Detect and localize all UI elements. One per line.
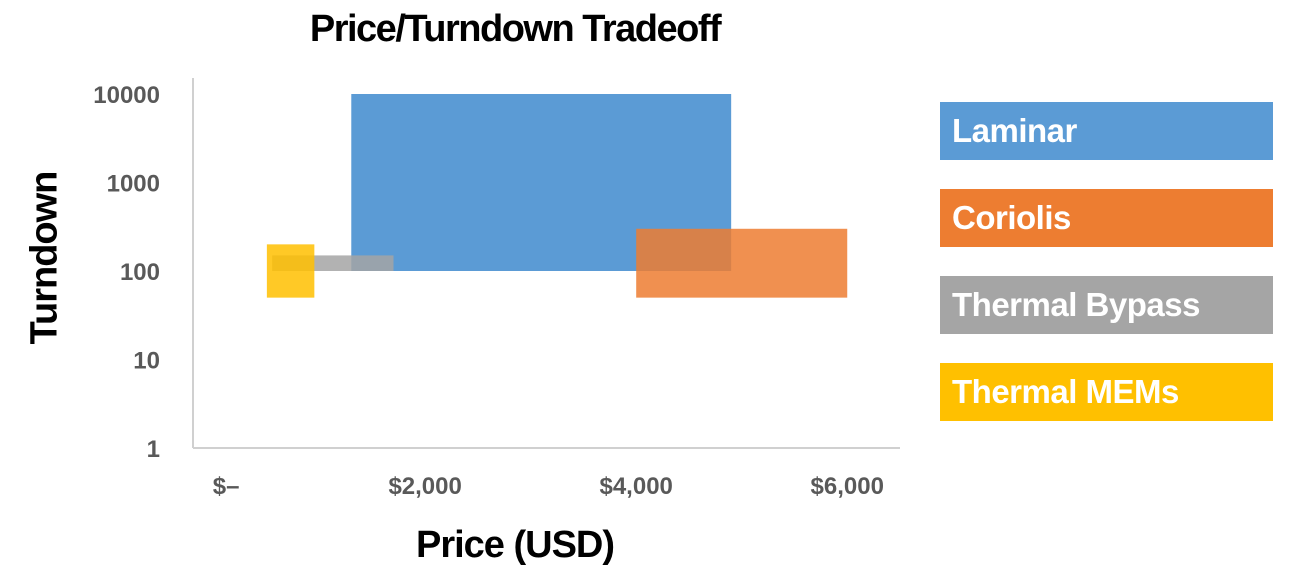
- legend-item-thermal-mems: Thermal MEMs: [940, 363, 1273, 421]
- y-tick-label: 10000: [93, 82, 160, 109]
- x-tick-label: $2,000: [388, 473, 461, 500]
- y-tick-label: 1: [147, 436, 160, 463]
- plot-area: 1 10 100 1000 10000 $– $2,000 $4,000 $6,000: [93, 78, 900, 500]
- legend-item-coriolis: Coriolis: [940, 189, 1273, 247]
- x-axis-label: Price (USD): [415, 524, 615, 566]
- x-tick-label: $4,000: [599, 473, 672, 500]
- legend: Laminar Coriolis Thermal Bypass Thermal MEM…: [940, 102, 1273, 450]
- legend-item-laminar: Laminar: [940, 102, 1273, 160]
- x-tick-label: $6,000: [811, 473, 884, 500]
- chart-title: Price/Turndown Tradeoff: [309, 8, 722, 50]
- y-tick-label: 1000: [107, 171, 160, 198]
- y-tick-label: 100: [120, 259, 160, 286]
- range-box-thermal-mems: [266, 244, 315, 298]
- range-box-coriolis: [636, 228, 848, 298]
- legend-item-thermal-bypass: Thermal Bypass: [940, 276, 1273, 334]
- y-tick-label: 10: [133, 348, 160, 375]
- x-tick-label: $–: [213, 473, 240, 500]
